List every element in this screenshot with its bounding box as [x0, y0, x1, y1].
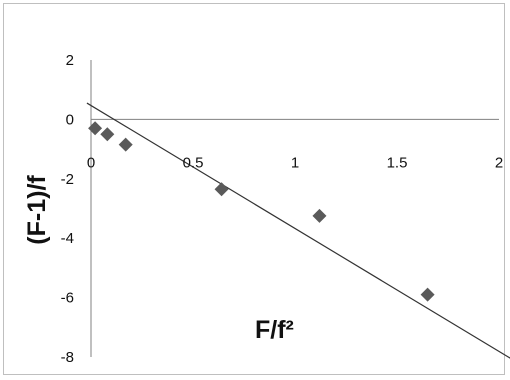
chart-frame — [3, 3, 505, 375]
y-tick-label: -8 — [61, 349, 74, 366]
data-point — [214, 182, 229, 197]
tick-labels-group: 0 0.5 1 1.5 2 2 0 -2 -4 -6 -8 — [61, 52, 504, 366]
x-tick-label: 2 — [495, 154, 503, 171]
data-point — [420, 287, 435, 302]
trendline-group — [86, 102, 510, 359]
data-point — [312, 208, 327, 223]
trendline — [86, 102, 510, 359]
y-tick-label: -2 — [61, 171, 74, 188]
y-tick-label: 2 — [66, 52, 74, 69]
data-points-group — [88, 121, 435, 302]
data-point — [88, 121, 103, 136]
x-tick-label: 1.5 — [387, 154, 408, 171]
y-tick-label: -6 — [61, 290, 74, 307]
x-tick-label: 0 — [87, 154, 95, 171]
axes-group — [90, 60, 499, 357]
y-tick-label: 0 — [66, 111, 74, 128]
x-tick-label: 1 — [291, 154, 299, 171]
x-tick-label: 0.5 — [183, 154, 204, 171]
y-axis-title: (F-1)/f — [23, 175, 51, 245]
data-point — [100, 127, 115, 142]
data-point — [118, 137, 133, 152]
x-axis-title: F/f² — [255, 316, 294, 344]
y-tick-label: -4 — [61, 230, 74, 247]
